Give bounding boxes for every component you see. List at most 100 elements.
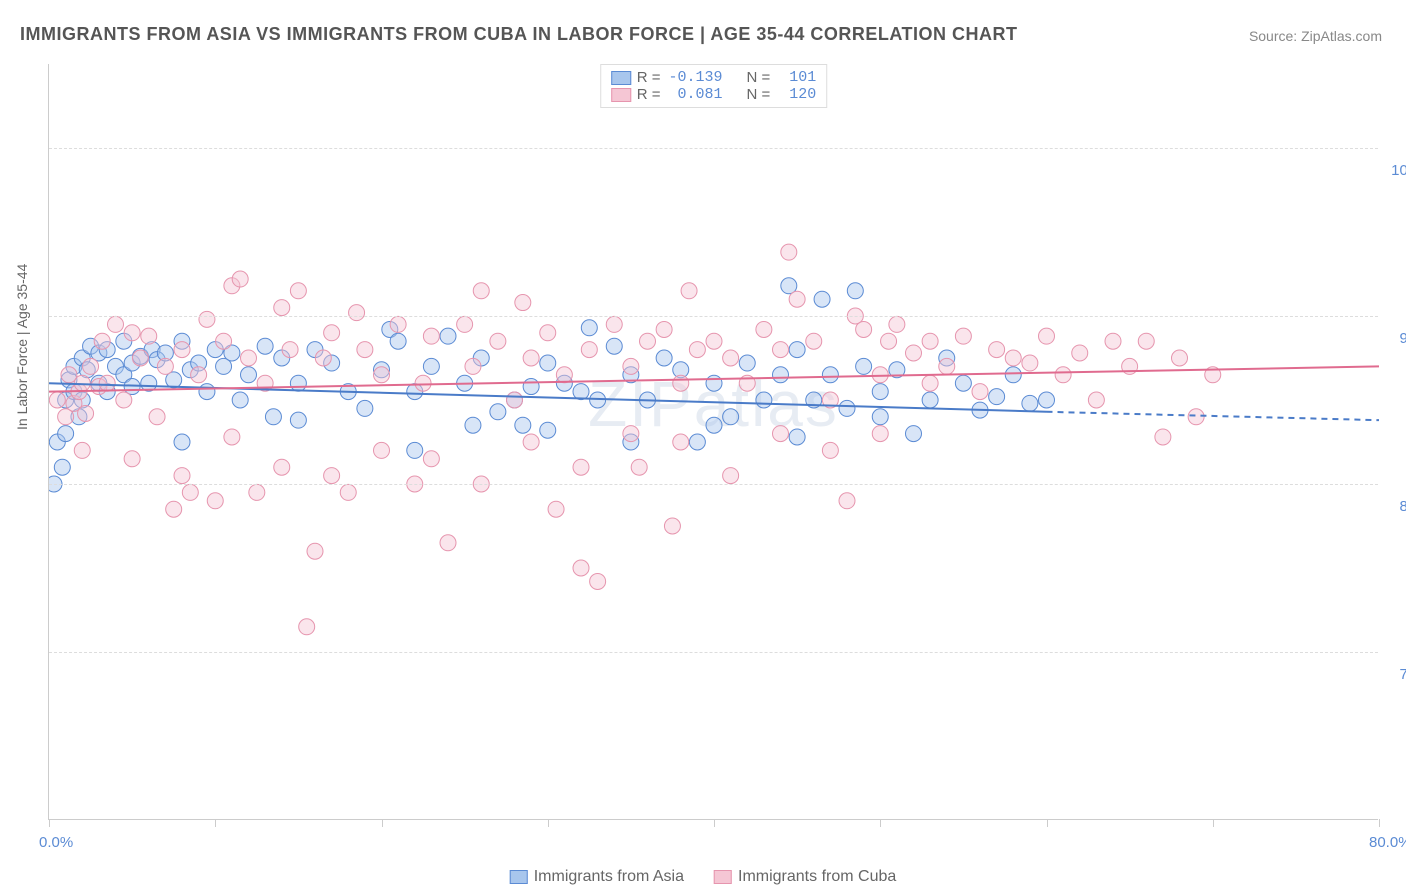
data-point [573, 384, 589, 400]
data-point [265, 409, 281, 425]
x-tick-mark [49, 819, 50, 827]
data-point [274, 300, 290, 316]
y-tick-label: 70.0% [1399, 666, 1406, 683]
y-tick-label: 100.0% [1391, 162, 1406, 179]
data-point [756, 321, 772, 337]
data-point [1005, 367, 1021, 383]
data-point [282, 342, 298, 358]
data-point [706, 333, 722, 349]
data-point [232, 271, 248, 287]
data-point [374, 367, 390, 383]
data-point [872, 426, 888, 442]
data-point [540, 422, 556, 438]
data-point [881, 333, 897, 349]
data-point [407, 442, 423, 458]
data-point [174, 434, 190, 450]
data-point [939, 358, 955, 374]
data-point [124, 451, 140, 467]
data-point [573, 459, 589, 475]
data-point [773, 367, 789, 383]
data-point [548, 501, 564, 517]
x-tick-mark [548, 819, 549, 827]
data-point [299, 619, 315, 635]
data-point [581, 320, 597, 336]
data-point [706, 375, 722, 391]
data-point [423, 328, 439, 344]
plot-area: ZIPatlas R =-0.139N =101R =0.081N =120 7… [48, 64, 1378, 820]
data-point [1072, 345, 1088, 361]
trend-line [49, 383, 1047, 412]
data-point [656, 321, 672, 337]
scatter-svg [49, 64, 1379, 820]
data-point [465, 358, 481, 374]
data-point [116, 392, 132, 408]
x-tick-mark [382, 819, 383, 827]
data-point [822, 367, 838, 383]
legend-swatch [510, 870, 528, 884]
x-tick-mark [215, 819, 216, 827]
legend-swatch [714, 870, 732, 884]
data-point [1138, 333, 1154, 349]
data-point [149, 409, 165, 425]
data-point [108, 316, 124, 332]
data-point [132, 350, 148, 366]
series-legend: Immigrants from AsiaImmigrants from Cuba [510, 868, 897, 886]
data-point [681, 283, 697, 299]
data-point [822, 442, 838, 458]
data-point [191, 367, 207, 383]
data-point [207, 493, 223, 509]
legend-series-label: Immigrants from Asia [534, 868, 684, 886]
data-point [174, 342, 190, 358]
data-point [440, 328, 456, 344]
data-point [523, 434, 539, 450]
data-point [789, 291, 805, 307]
data-point [374, 442, 390, 458]
data-point [789, 342, 805, 358]
legend-R-label: R = [637, 86, 661, 103]
data-point [257, 338, 273, 354]
legend-swatch [611, 71, 631, 85]
x-tick-mark [1213, 819, 1214, 827]
data-point [241, 367, 257, 383]
data-point [58, 426, 74, 442]
data-point [83, 358, 99, 374]
data-point [556, 367, 572, 383]
data-point [1155, 429, 1171, 445]
data-point [906, 345, 922, 361]
data-point [290, 375, 306, 391]
legend-series-item: Immigrants from Asia [510, 868, 684, 886]
data-point [623, 426, 639, 442]
data-point [340, 484, 356, 500]
legend-N-value: 101 [776, 69, 816, 86]
gridline [49, 316, 1378, 317]
data-point [99, 375, 115, 391]
gridline [49, 148, 1378, 149]
data-point [515, 417, 531, 433]
data-point [673, 375, 689, 391]
data-point [1055, 367, 1071, 383]
x-tick-mark [1047, 819, 1048, 827]
legend-R-label: R = [637, 69, 661, 86]
data-point [756, 392, 772, 408]
data-point [1022, 355, 1038, 371]
trend-line-extrapolated [1047, 412, 1380, 420]
data-point [249, 484, 265, 500]
data-point [423, 451, 439, 467]
data-point [523, 350, 539, 366]
data-point [623, 358, 639, 374]
source-attribution: Source: ZipAtlas.com [1249, 28, 1382, 44]
data-point [141, 328, 157, 344]
data-point [423, 358, 439, 374]
chart-title: IMMIGRANTS FROM ASIA VS IMMIGRANTS FROM … [20, 24, 1018, 45]
data-point [989, 389, 1005, 405]
data-point [241, 350, 257, 366]
data-point [972, 384, 988, 400]
data-point [166, 501, 182, 517]
legend-swatch [611, 88, 631, 102]
data-point [199, 384, 215, 400]
data-point [224, 429, 240, 445]
data-point [390, 316, 406, 332]
data-point [1039, 392, 1055, 408]
y-tick-label: 80.0% [1399, 498, 1406, 515]
data-point [349, 305, 365, 321]
